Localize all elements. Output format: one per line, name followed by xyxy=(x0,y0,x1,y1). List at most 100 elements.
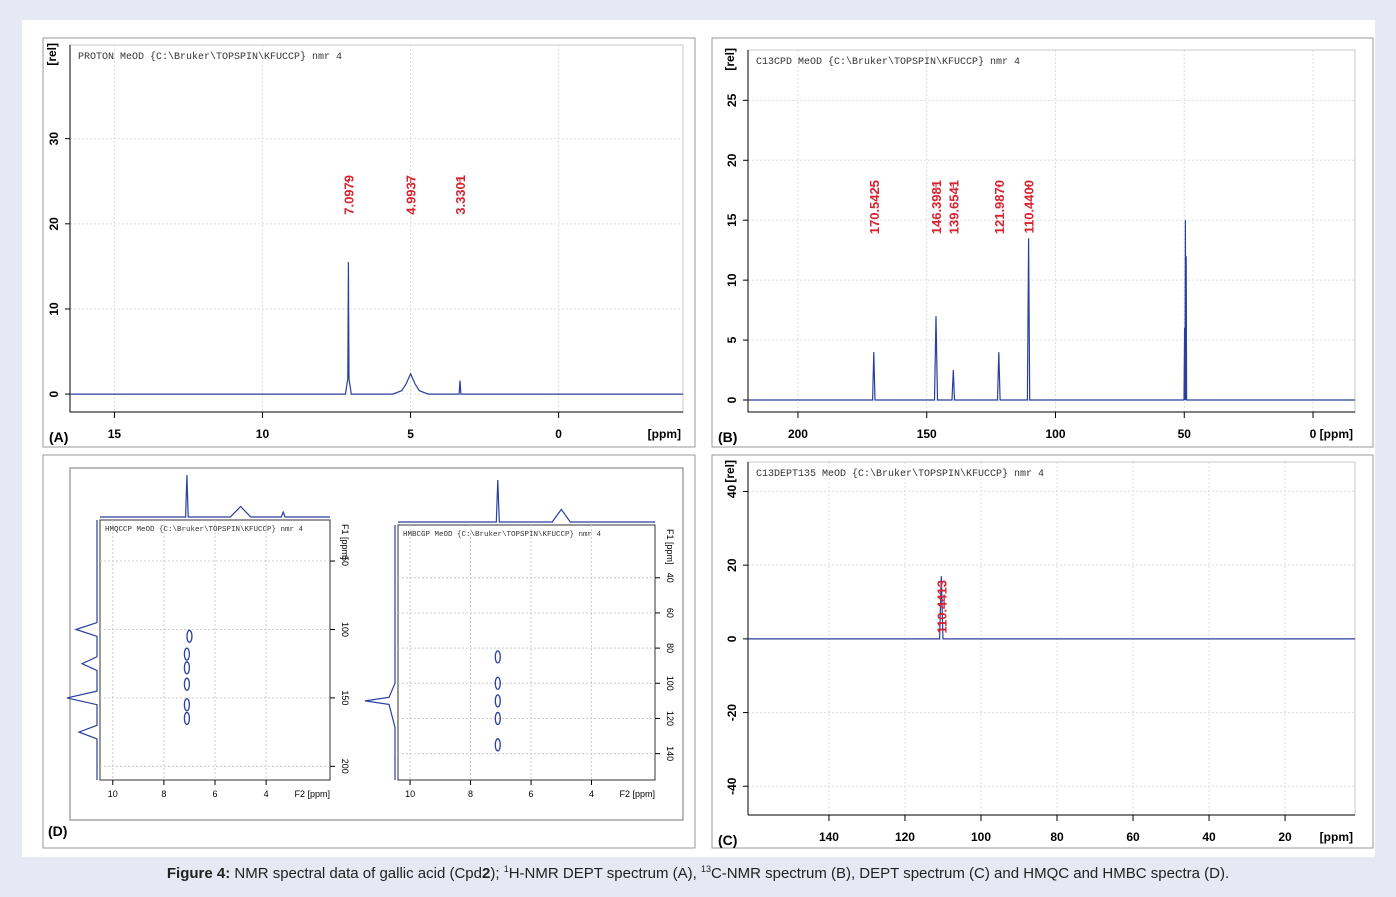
x-tick-label: 5 xyxy=(407,427,414,441)
y-tick-label: 10 xyxy=(47,302,61,316)
chart-title: PROTON MeOD {C:\Bruker\TOPSPIN\KFUCCP} n… xyxy=(78,51,342,63)
y-tick-label: 25 xyxy=(725,93,739,107)
y-axis-label: [rel] xyxy=(723,48,737,71)
cross-peak xyxy=(494,676,501,690)
x-axis-label: [ppm] xyxy=(1320,830,1353,844)
y-tick-label: 40 xyxy=(725,484,739,498)
chart-title: HMQCCP MeOD {C:\Bruker\TOPSPIN\KFUCCP} n… xyxy=(105,526,304,534)
caption-text: ); xyxy=(490,865,504,882)
y-tick-label: 5 xyxy=(725,336,739,343)
peak-label: 7.0979 xyxy=(341,175,356,215)
x-tick-label: 100 xyxy=(1045,427,1065,441)
x-tick-label: 40 xyxy=(1202,830,1216,844)
panel-frame xyxy=(711,454,1374,849)
y-axis-label: [rel] xyxy=(723,460,737,483)
y-tick-label: 120 xyxy=(665,711,675,726)
x-axis-label: [ppm] xyxy=(648,427,681,441)
y-tick-label: 20 xyxy=(725,558,739,572)
f2-projection xyxy=(100,474,330,518)
x-tick-label: 15 xyxy=(108,427,122,441)
x-tick-label: 6 xyxy=(212,789,217,799)
cross-peak xyxy=(183,711,191,726)
y-tick-label: 0 xyxy=(47,390,61,397)
x-tick-label: 150 xyxy=(917,427,937,441)
y-axis-label: F1 [ppm] xyxy=(340,524,350,560)
y-tick-label: 100 xyxy=(665,676,675,691)
y-tick-label: 60 xyxy=(665,608,675,618)
x-axis-label: F2 [ppm] xyxy=(294,789,330,799)
peak-label: 146.3981 xyxy=(929,180,944,234)
y-tick-label: 30 xyxy=(47,132,61,146)
cross-peak xyxy=(494,738,501,752)
cross-peak xyxy=(494,650,501,664)
caption-text: C-NMR spectrum (B), DEPT spectrum (C) an… xyxy=(710,865,1230,882)
y-axis-label: F1 [ppm] xyxy=(665,529,675,565)
f1-projection xyxy=(66,520,98,780)
x-tick-label: 60 xyxy=(1126,830,1140,844)
x-axis-label: [ppm] xyxy=(1320,427,1353,441)
caption-text: 13 xyxy=(700,864,711,874)
cross-peak xyxy=(183,661,191,675)
caption: Figure 4: NMR spectral data of gallic ac… xyxy=(0,864,1396,882)
y-tick-label: 20 xyxy=(47,217,61,231)
x-tick-label: 0 xyxy=(1310,427,1317,441)
x-tick-label: 10 xyxy=(108,789,118,799)
x-tick-label: 10 xyxy=(405,789,415,799)
x-tick-label: 8 xyxy=(161,789,166,799)
plot-area xyxy=(397,524,656,781)
x-tick-label: 4 xyxy=(264,789,269,799)
chart-title: C13DEPT135 MeOD {C:\Bruker\TOPSPIN\KFUCC… xyxy=(756,468,1044,480)
y-tick-label: 200 xyxy=(340,759,350,774)
y-tick-label: 0 xyxy=(725,396,739,403)
cross-peak xyxy=(186,629,193,643)
x-tick-label: 100 xyxy=(971,830,991,844)
peak-label: 170.5425 xyxy=(867,180,882,234)
x-tick-label: 50 xyxy=(1178,427,1192,441)
y-tick-label: -20 xyxy=(725,704,739,722)
peak-label: 110.4413 xyxy=(934,580,949,634)
cross-peak xyxy=(183,698,191,712)
x-tick-label: 20 xyxy=(1278,830,1292,844)
x-tick-label: 6 xyxy=(529,789,534,799)
y-tick-label: 0 xyxy=(725,635,739,642)
caption-text: 2 xyxy=(482,865,491,882)
panel-frame xyxy=(711,37,1374,448)
peak-label: 4.9937 xyxy=(404,175,419,215)
cross-peak xyxy=(494,694,501,708)
x-axis-label: F2 [ppm] xyxy=(619,789,655,799)
x-tick-label: 10 xyxy=(256,427,270,441)
y-tick-label: 20 xyxy=(725,153,739,167)
spectrum-line xyxy=(748,220,1355,401)
peak-label: 121.9870 xyxy=(992,180,1007,234)
spectrum-line xyxy=(70,262,683,395)
chart-title: C13CPD MeOD {C:\Bruker\TOPSPIN\KFUCCP} n… xyxy=(756,56,1020,68)
spectrum-line xyxy=(748,576,1355,640)
caption-text: 1 xyxy=(503,864,509,874)
y-tick-label: 150 xyxy=(340,690,350,705)
caption-text: NMR spectral data of gallic acid (Cpd xyxy=(234,865,482,882)
y-axis-label: [rel] xyxy=(45,43,59,66)
cross-peak xyxy=(183,647,191,661)
x-tick-label: 200 xyxy=(788,427,808,441)
panel-label: (D) xyxy=(48,823,67,839)
x-tick-label: 120 xyxy=(895,830,915,844)
peak-label: 139.6541 xyxy=(946,180,961,234)
x-tick-label: 140 xyxy=(819,830,839,844)
y-tick-label: 140 xyxy=(665,746,675,761)
panel-label: (A) xyxy=(49,429,68,445)
y-tick-label: 15 xyxy=(725,213,739,227)
peak-label: 3.3301 xyxy=(453,175,468,215)
caption-text: H-NMR DEPT spectrum (A), xyxy=(508,865,701,882)
cross-peak xyxy=(183,677,191,691)
x-tick-label: 80 xyxy=(1050,830,1064,844)
panel-label: (B) xyxy=(718,429,737,445)
y-tick-label: 100 xyxy=(340,622,350,637)
caption-label: Figure 4: xyxy=(166,865,231,882)
y-tick-label: 50 xyxy=(340,556,350,566)
y-tick-label: -40 xyxy=(725,777,739,795)
y-tick-label: 10 xyxy=(725,273,739,287)
y-tick-label: 40 xyxy=(665,573,675,583)
panel-label: (C) xyxy=(718,832,737,848)
